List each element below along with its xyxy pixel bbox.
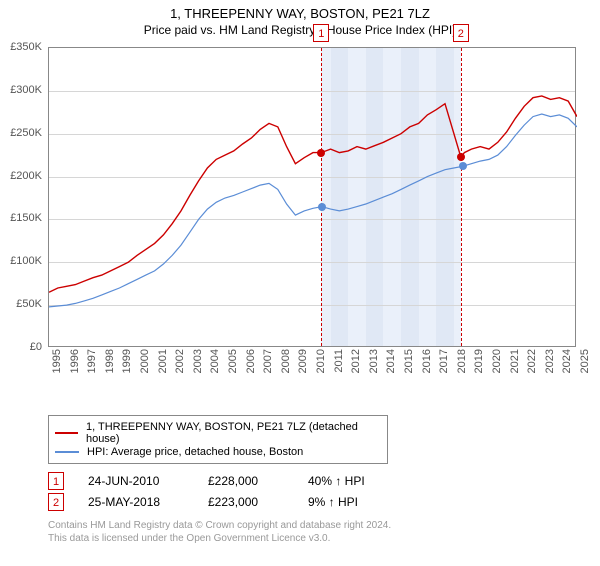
sale-diff: 40% ↑ HPI [308, 474, 428, 488]
x-axis-label: 2024 [561, 349, 573, 373]
chart-svg [49, 48, 577, 348]
x-axis-label: 1998 [104, 349, 116, 373]
x-axis-label: 2018 [456, 349, 468, 373]
x-axis-label: 2001 [157, 349, 169, 373]
x-axis-label: 2020 [491, 349, 503, 373]
x-axis-label: 2006 [245, 349, 257, 373]
legend-item: 1, THREEPENNY WAY, BOSTON, PE21 7LZ (det… [55, 421, 381, 445]
x-axis-label: 1995 [51, 349, 63, 373]
series-price_paid [49, 96, 577, 292]
x-axis-label: 2019 [473, 349, 485, 373]
sale-price: £228,000 [208, 474, 308, 488]
x-axis-label: 2007 [262, 349, 274, 373]
sale-idx: 2 [48, 493, 64, 511]
x-axis-label: 2011 [333, 349, 345, 373]
sale-price: £223,000 [208, 495, 308, 509]
y-axis-label: £100K [0, 255, 42, 267]
y-axis-label: £50K [0, 298, 42, 310]
x-axis-label: 2005 [227, 349, 239, 373]
x-axis-label: 2010 [315, 349, 327, 373]
y-axis-label: £300K [0, 84, 42, 96]
y-axis-label: £200K [0, 170, 42, 182]
sale-dot [317, 149, 325, 157]
x-axis-label: 1996 [69, 349, 81, 373]
x-axis-label: 2000 [139, 349, 151, 373]
x-axis-label: 2021 [509, 349, 521, 373]
x-axis-label: 2008 [280, 349, 292, 373]
x-axis-label: 2025 [579, 349, 591, 373]
legend-label: 1, THREEPENNY WAY, BOSTON, PE21 7LZ (det… [86, 421, 381, 445]
x-axis-label: 2016 [421, 349, 433, 373]
y-axis-label: £250K [0, 127, 42, 139]
sales-table: 1 24-JUN-2010£228,00040% ↑ HPI 2 25-MAY-201… [48, 472, 576, 511]
chart-area: 12 £0£50K£100K£150K£200K£250K£300K£350K1… [48, 47, 576, 377]
chart-subtitle: Price paid vs. HM Land Registry's House … [0, 23, 600, 37]
x-axis-label: 1997 [86, 349, 98, 373]
y-axis-label: £0 [0, 341, 42, 353]
sale-vline [461, 48, 462, 346]
legend-swatch [55, 432, 78, 434]
x-axis-label: 2015 [403, 349, 415, 373]
sale-idx: 1 [48, 472, 64, 490]
y-axis-label: £150K [0, 212, 42, 224]
footer-line1: Contains HM Land Registry data © Crown c… [48, 519, 600, 532]
chart-title: 1, THREEPENNY WAY, BOSTON, PE21 7LZ [0, 6, 600, 21]
hpi-dot [318, 203, 326, 211]
x-axis-label: 2014 [385, 349, 397, 373]
x-axis-label: 2023 [544, 349, 556, 373]
plot: 12 [48, 47, 576, 347]
legend-label: HPI: Average price, detached house, Bost… [87, 446, 303, 458]
x-axis-label: 2013 [368, 349, 380, 373]
sale-date: 25-MAY-2018 [88, 495, 208, 509]
footer: Contains HM Land Registry data © Crown c… [48, 519, 600, 545]
sale-row: 1 24-JUN-2010£228,00040% ↑ HPI [48, 472, 576, 490]
sale-date: 24-JUN-2010 [88, 474, 208, 488]
x-axis-label: 2003 [192, 349, 204, 373]
footer-line2: This data is licensed under the Open Gov… [48, 532, 600, 545]
sale-dot [457, 153, 465, 161]
y-axis-label: £350K [0, 41, 42, 53]
legend-item: HPI: Average price, detached house, Bost… [55, 446, 381, 458]
sale-marker-box: 1 [313, 24, 329, 42]
x-axis-label: 2012 [350, 349, 362, 373]
x-axis-label: 2009 [297, 349, 309, 373]
x-axis-label: 1999 [121, 349, 133, 373]
legend-swatch [55, 451, 79, 453]
x-axis-label: 2002 [174, 349, 186, 373]
x-axis-label: 2004 [209, 349, 221, 373]
sale-row: 2 25-MAY-2018£223,0009% ↑ HPI [48, 493, 576, 511]
x-axis-label: 2022 [526, 349, 538, 373]
sale-marker-box: 2 [453, 24, 469, 42]
x-axis-label: 2017 [438, 349, 450, 373]
sale-vline [321, 48, 322, 346]
legend: 1, THREEPENNY WAY, BOSTON, PE21 7LZ (det… [48, 415, 388, 464]
hpi-dot [459, 162, 467, 170]
sale-diff: 9% ↑ HPI [308, 495, 428, 509]
